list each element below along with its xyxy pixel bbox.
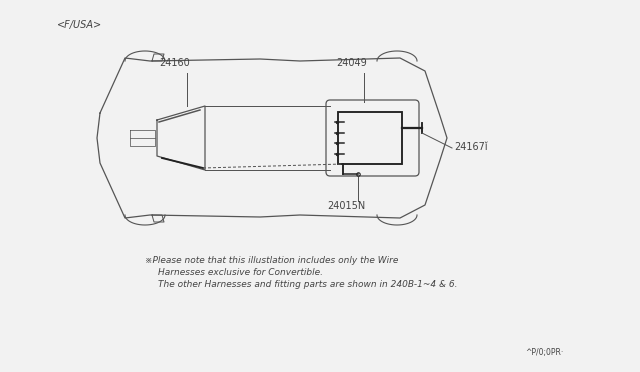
Text: ※Please note that this illustlation includes only the Wire: ※Please note that this illustlation incl… [145, 256, 398, 265]
Bar [338, 112, 402, 164]
Text: Harnesses exclusive for Convertible.: Harnesses exclusive for Convertible. [158, 268, 323, 277]
Text: <F/USA>: <F/USA> [57, 20, 102, 30]
Text: 24015N: 24015N [327, 201, 365, 211]
Text: ^P/0;0PR·: ^P/0;0PR· [525, 348, 563, 357]
Text: 24167ǐ: 24167ǐ [454, 142, 488, 152]
Text: 24160: 24160 [159, 58, 190, 68]
Text: The other Harnesses and fitting parts are shown in 240B-1~4 & 6.: The other Harnesses and fitting parts ar… [158, 280, 458, 289]
Text: 24049: 24049 [337, 58, 367, 68]
